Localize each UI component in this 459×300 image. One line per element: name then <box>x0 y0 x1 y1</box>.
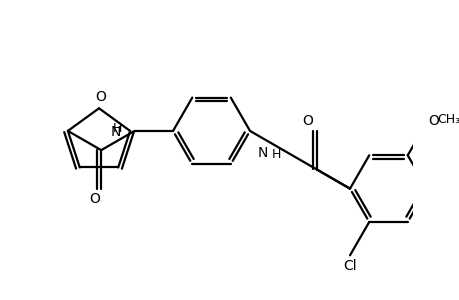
Text: O: O <box>302 114 313 128</box>
Text: N: N <box>110 125 120 139</box>
Text: O: O <box>427 114 438 128</box>
Text: Cl: Cl <box>342 259 356 273</box>
Text: CH₃: CH₃ <box>437 113 459 126</box>
Text: N: N <box>257 146 268 160</box>
Text: H: H <box>271 148 280 161</box>
Text: H: H <box>113 122 122 135</box>
Text: O: O <box>89 193 100 206</box>
Text: O: O <box>95 91 106 104</box>
